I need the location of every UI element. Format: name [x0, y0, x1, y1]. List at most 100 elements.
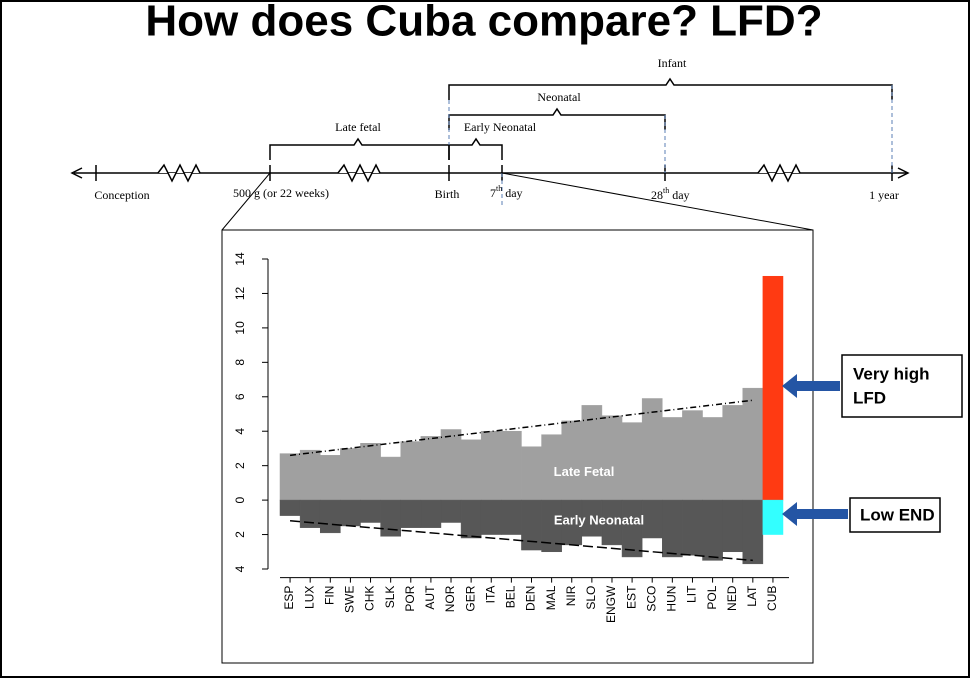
bar	[440, 429, 462, 501]
bar	[420, 499, 442, 528]
y-tick-label: 8	[233, 359, 247, 366]
x-tick-label: SLK	[383, 586, 397, 609]
bar	[702, 417, 723, 501]
period-label: Infant	[658, 56, 687, 70]
x-tick-label: DEN	[524, 586, 538, 611]
bar	[460, 439, 482, 501]
bar	[702, 499, 723, 561]
x-tick-label: GER	[463, 585, 477, 611]
period-label: Neonatal	[537, 90, 581, 104]
timeline-label: 7th day	[490, 184, 523, 200]
callout-text: Low END	[860, 505, 935, 524]
bar	[682, 410, 703, 501]
bar	[299, 499, 321, 528]
x-tick-label: NIR	[564, 585, 578, 606]
bar	[420, 436, 442, 501]
zoom-lines	[221, 172, 814, 231]
bar	[662, 417, 683, 501]
bar	[501, 499, 522, 535]
series-label: Late Fetal	[554, 464, 615, 479]
bar	[682, 499, 703, 556]
x-tick-label: MAL	[544, 585, 558, 610]
bar	[742, 499, 764, 565]
x-tick-label: ENGW	[604, 585, 618, 623]
chart: Late Fetal Early Neonatal 4 2 0 2 4 6 8 10 12 14 ESP…	[233, 252, 789, 623]
bar	[440, 499, 462, 523]
bar	[319, 499, 341, 534]
timeline-label: Conception	[94, 188, 149, 202]
callout-arrow	[782, 374, 840, 398]
bar	[360, 443, 381, 501]
y-tick-label: 6	[233, 393, 247, 400]
bar	[460, 499, 482, 539]
bar	[501, 430, 522, 501]
bar	[279, 453, 301, 501]
y-tick-label: 2	[233, 531, 247, 538]
x-tick-label: ESP	[282, 586, 296, 610]
bar	[400, 441, 422, 501]
timeline-label: 28th day	[651, 186, 690, 202]
bar	[641, 398, 663, 501]
callout-box	[849, 497, 941, 533]
x-tick-label: BEL	[504, 585, 518, 608]
x-tick-label: LIT	[685, 585, 699, 603]
x-tick-label: SCO	[644, 586, 658, 612]
bar	[480, 499, 502, 535]
x-tick-label: POL	[705, 585, 719, 609]
bar	[380, 456, 401, 501]
bar	[279, 499, 301, 516]
y-tick-label: 4	[233, 428, 247, 435]
y-tick-label: 12	[233, 286, 247, 300]
bar	[762, 499, 784, 535]
bar	[340, 448, 361, 501]
series-label: Early Neonatal	[554, 513, 644, 528]
bar	[380, 499, 401, 537]
x-tick-label: LAT	[745, 585, 759, 607]
bar	[400, 499, 422, 528]
bar	[762, 275, 784, 501]
period-label: Early Neonatal	[464, 120, 537, 134]
bar	[521, 499, 542, 551]
bar	[561, 420, 583, 501]
x-tick-label: HUN	[665, 586, 679, 612]
arrowheads	[70, 167, 910, 179]
break	[757, 163, 801, 183]
x-tick-label: CUB	[765, 586, 779, 611]
bar	[621, 499, 643, 558]
y-tick-label: 4	[233, 565, 247, 572]
y-tick-label: 14	[233, 252, 247, 266]
callout-arrow	[782, 502, 848, 526]
x-tick-label: EST	[624, 585, 638, 609]
guide-lines	[448, 85, 893, 205]
bar	[722, 499, 744, 553]
x-tick-label: NOR	[443, 585, 457, 612]
x-tick-label: CHK	[363, 586, 377, 611]
bar	[621, 422, 643, 501]
bar	[319, 455, 341, 501]
bar	[521, 446, 542, 501]
timeline-label: Birth	[435, 187, 460, 201]
bar	[662, 499, 683, 558]
y-tick-label: 10	[233, 321, 247, 335]
x-tick-label: NED	[725, 585, 739, 611]
bar	[722, 405, 744, 501]
break	[337, 163, 381, 183]
title: How does Cuba compare? LFD?	[145, 0, 822, 46]
callout-text: Very high	[853, 364, 930, 383]
x-tick-label: ITA	[483, 586, 497, 604]
x-tick-label: SLO	[584, 586, 598, 610]
x-tick-label: AUT	[423, 585, 437, 610]
bar	[641, 499, 663, 539]
x-tick-label: POR	[403, 585, 417, 611]
bar	[299, 449, 321, 501]
callout-box	[841, 354, 963, 418]
bar	[601, 415, 623, 501]
y-tick-label: 0	[233, 496, 247, 503]
x-tick-label: SWE	[343, 586, 357, 613]
break	[157, 163, 201, 183]
timeline-label: 500 g (or 22 weeks)	[233, 186, 329, 200]
callout-text: LFD	[853, 388, 886, 407]
bar	[340, 499, 361, 527]
bar	[480, 430, 502, 501]
